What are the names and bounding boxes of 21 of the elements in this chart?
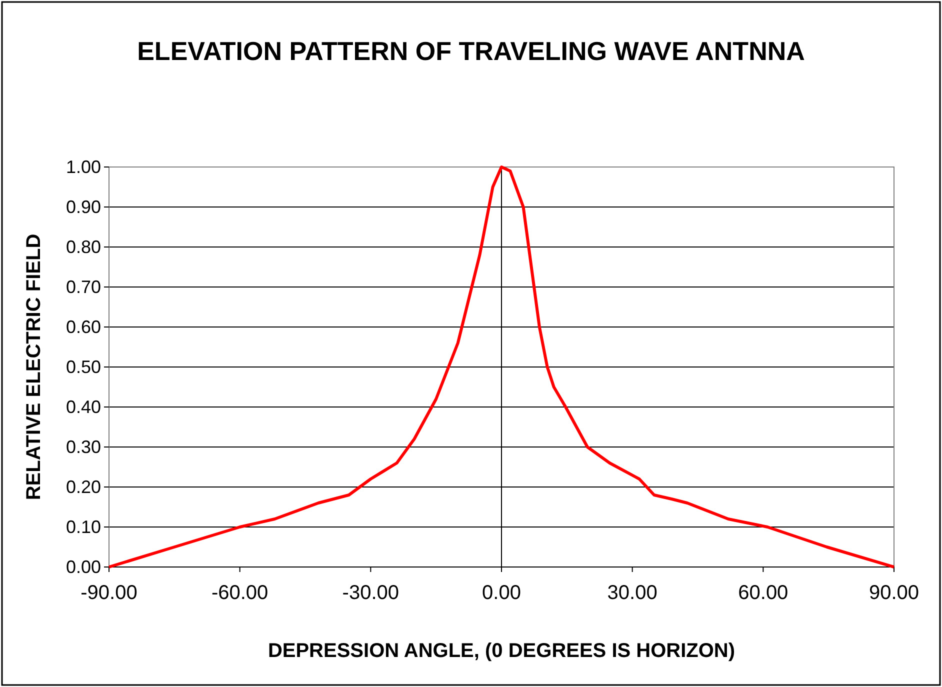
x-axis-title: DEPRESSION ANGLE, (0 DEGREES IS HORIZON): [268, 640, 736, 662]
chart-title: ELEVATION PATTERN OF TRAVELING WAVE ANTNNA: [137, 36, 806, 66]
y-tick-label: 0.00: [66, 556, 101, 577]
y-tick-label: 0.20: [66, 476, 101, 497]
y-tick-label: 0.60: [66, 316, 101, 337]
x-tick-label: -90.00: [80, 582, 138, 604]
y-tick-label: 0.40: [66, 396, 101, 417]
y-tick-label: 0.80: [66, 236, 101, 257]
y-tick-label: 0.90: [66, 196, 101, 217]
x-tick-label: 60.00: [738, 582, 788, 604]
x-tick-label: -60.00: [211, 582, 268, 604]
x-tick-label: 0.00: [482, 582, 521, 604]
x-tick-label: 30.00: [607, 582, 658, 604]
y-tick-label: 0.30: [66, 436, 101, 457]
y-tick-label: 0.50: [66, 356, 101, 377]
y-tick-label: 1.00: [66, 156, 101, 177]
x-tick-label: -30.00: [342, 582, 400, 604]
y-axis-title: RELATIVE ELECTRIC FIELD: [23, 234, 45, 500]
y-tick-label: 0.10: [66, 516, 101, 537]
x-tick-label: 90.00: [868, 582, 920, 604]
y-tick-label: 0.70: [66, 276, 101, 297]
